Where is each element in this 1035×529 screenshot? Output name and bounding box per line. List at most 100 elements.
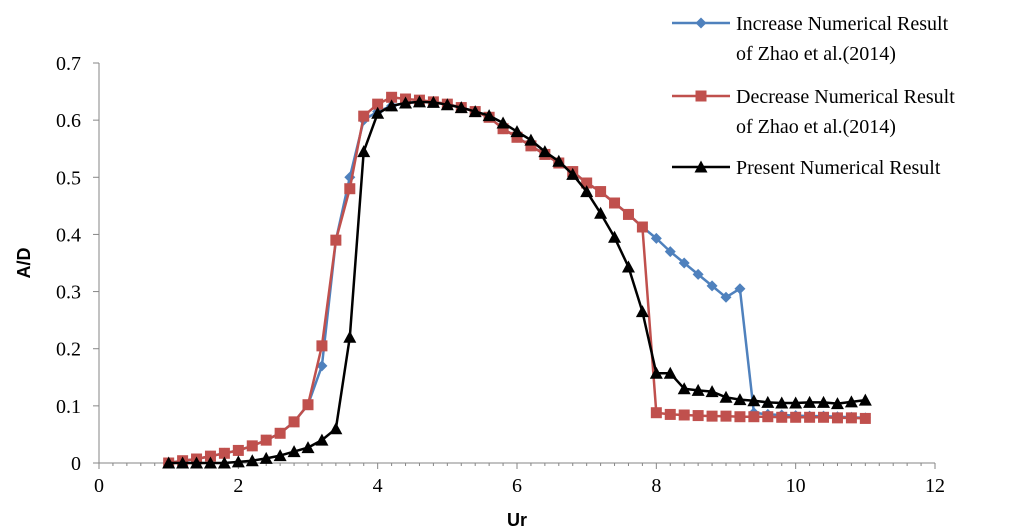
data-point-marker — [162, 456, 176, 469]
data-point-marker — [733, 393, 747, 406]
y-axis-title: A/D — [14, 248, 34, 279]
data-point-marker — [650, 232, 662, 244]
data-point-marker — [595, 186, 607, 198]
legend-label: Decrease Numerical Result — [736, 86, 955, 108]
data-point-marker — [176, 456, 190, 469]
data-point-marker — [552, 154, 566, 167]
data-point-marker — [496, 116, 510, 129]
series-2 — [163, 91, 871, 469]
data-point-marker — [315, 433, 329, 446]
data-point-marker — [844, 395, 858, 408]
data-point-marker — [622, 208, 634, 220]
y-tick-label: 0 — [71, 453, 81, 475]
data-point-marker — [301, 441, 315, 454]
y-tick-label: 0.6 — [56, 110, 81, 132]
data-point-marker — [845, 412, 857, 424]
data-point-marker — [858, 393, 872, 406]
chart-legend: Increase Numerical Result of Zhao et al.(… — [672, 13, 955, 179]
data-point-marker — [734, 411, 746, 423]
y-tick-label: 0.2 — [56, 339, 81, 361]
x-tick-label: 10 — [786, 475, 806, 497]
y-tick-label: 0.3 — [56, 282, 81, 304]
data-point-marker — [440, 98, 454, 111]
data-point-marker — [190, 456, 204, 469]
x-axis-title: Ur — [507, 510, 527, 529]
y-tick-label: 0.1 — [56, 396, 81, 418]
legend-label: Present Numerical Result — [736, 157, 941, 179]
data-point-marker — [706, 410, 718, 422]
data-point-marker — [246, 440, 258, 452]
data-point-marker — [636, 221, 648, 233]
data-point-marker — [511, 131, 523, 143]
data-point-marker — [274, 427, 286, 439]
x-tick-label: 2 — [233, 475, 243, 497]
data-point-marker — [677, 382, 691, 395]
data-point-marker — [581, 177, 593, 189]
data-point-marker — [399, 96, 413, 109]
data-point-marker — [692, 410, 704, 422]
data-point-marker — [678, 409, 690, 421]
legend-label: of Zhao et al.(2014) — [736, 43, 896, 65]
data-point-marker — [454, 101, 468, 114]
data-point-marker — [273, 449, 287, 462]
data-point-marker — [316, 360, 328, 372]
data-point-marker — [343, 330, 357, 343]
data-point-marker — [705, 385, 719, 398]
data-point-marker — [580, 185, 594, 198]
data-point-marker — [719, 390, 733, 403]
data-point-marker — [650, 407, 662, 419]
data-point-marker — [664, 408, 676, 420]
data-point-marker — [330, 234, 342, 246]
data-point-marker — [302, 399, 314, 411]
data-point-marker — [426, 95, 440, 108]
data-point-marker — [204, 450, 216, 462]
data-point-marker — [720, 291, 732, 303]
data-point-marker — [497, 123, 509, 135]
data-point-marker — [663, 366, 677, 379]
series-line — [168, 96, 866, 465]
data-point-marker — [217, 456, 231, 469]
data-point-marker — [734, 283, 746, 295]
legend-entry-1: Increase Numerical Result of Zhao et al.(… — [672, 13, 949, 65]
data-point-marker — [538, 145, 552, 158]
data-point-marker — [594, 206, 608, 219]
data-point-marker — [386, 91, 398, 103]
data-point-marker — [260, 434, 272, 446]
data-point-marker — [692, 268, 704, 280]
data-point-marker — [344, 183, 356, 195]
data-point-marker — [510, 125, 524, 138]
y-tick-label: 0.7 — [56, 53, 81, 75]
data-point-marker — [566, 167, 580, 180]
data-point-marker — [635, 305, 649, 318]
data-point-marker — [608, 230, 622, 243]
data-point-marker — [372, 98, 384, 110]
series-layer — [162, 91, 872, 469]
data-point-marker — [245, 454, 259, 467]
data-point-marker — [288, 416, 300, 428]
data-point-marker — [649, 366, 663, 379]
x-tick-label: 0 — [94, 475, 104, 497]
data-point-marker — [775, 396, 789, 409]
legend-swatch-marker — [694, 160, 708, 173]
data-point-marker — [747, 394, 761, 407]
data-point-marker — [232, 444, 244, 456]
data-point-marker — [859, 412, 871, 424]
data-point-marker — [524, 133, 538, 146]
data-point-marker — [720, 410, 732, 422]
data-point-marker — [762, 411, 774, 423]
data-point-marker — [218, 447, 230, 459]
data-point-marker — [259, 451, 273, 464]
y-tick-label: 0.5 — [56, 167, 81, 189]
x-tick-label: 12 — [925, 475, 945, 497]
x-tick-label: 6 — [512, 475, 522, 497]
legend-swatch-marker — [695, 17, 707, 29]
x-tick-label: 4 — [373, 475, 383, 497]
data-point-marker — [371, 106, 385, 119]
data-point-marker — [329, 422, 343, 435]
data-point-marker — [831, 412, 843, 424]
legend-entry-3: Present Numerical Result — [672, 157, 941, 179]
y-tick-label: 0.4 — [56, 224, 81, 246]
y-axis-ticks: 0 0.1 0.2 0.3 0.4 0.5 0.6 0.7 — [56, 53, 99, 475]
data-point-marker — [385, 99, 399, 112]
legend-label: Increase Numerical Result — [736, 13, 949, 35]
